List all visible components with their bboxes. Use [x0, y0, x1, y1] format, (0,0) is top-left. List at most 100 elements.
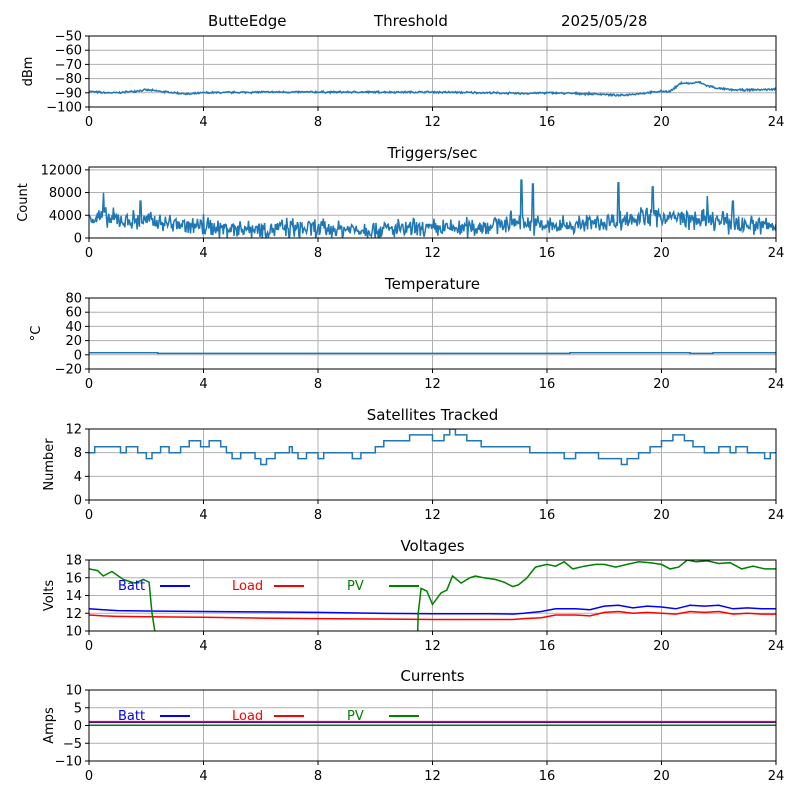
legend-label-pv: PV	[347, 579, 364, 594]
x-tick-label: 4	[199, 115, 207, 130]
series-line-1	[89, 179, 776, 238]
legend-label-load: Load	[232, 579, 263, 594]
header-mode: Threshold	[373, 12, 448, 30]
chart-panel-6: 0 4 8 12 16 20 24 −10 −5 0 5 10 Currents Amps Batt Load…	[42, 667, 784, 784]
x-tick-label: 0	[85, 115, 93, 130]
y-tick-label: 80	[65, 292, 82, 307]
x-tick-label: 16	[539, 377, 556, 392]
y-tick-label: 60	[65, 306, 82, 321]
y-tick-label: 40	[65, 320, 82, 335]
x-tick-label: 24	[768, 115, 785, 130]
chart-panel-2: 0 4 8 12 16 20 24 0 4000 8000 12000 Triggers/sec Cou…	[16, 144, 784, 261]
x-tick-label: 20	[653, 115, 670, 130]
header-station: ButteEdge	[208, 12, 287, 30]
y-tick-label: 18	[65, 554, 82, 569]
x-tick-label: 4	[199, 769, 207, 784]
y-tick-label: 12	[65, 423, 82, 438]
x-tick-label: 12	[424, 115, 441, 130]
series-group	[89, 429, 776, 466]
series-line-batt	[89, 604, 776, 615]
chart-title: Satellites Tracked	[367, 406, 498, 424]
x-tick-label: 4	[199, 377, 207, 392]
series-line-1	[89, 429, 776, 466]
chart-panel-4: 0 4 8 12 16 20 24 0 4 8 12 Satellites Tracked Number	[42, 406, 784, 523]
y-axis-label: dBm	[21, 57, 36, 87]
y-tick-label: 10	[65, 684, 82, 699]
y-tick-label: 12000	[41, 163, 82, 178]
x-tick-label: 8	[314, 508, 322, 523]
chart-title: Triggers/sec	[387, 144, 478, 162]
y-tick-label: 5	[74, 701, 82, 716]
series-line-load	[89, 610, 776, 621]
chart-panel-5: 0 4 8 12 16 20 24 10 12 14 16 18 Voltages Volts Batt Lo…	[42, 537, 785, 654]
x-tick-label: 24	[768, 769, 785, 784]
y-tick-label: 4	[74, 470, 82, 485]
legend-label-batt: Batt	[118, 709, 145, 724]
x-tick-label: 16	[539, 769, 556, 784]
x-tick-label: 0	[85, 377, 93, 392]
y-tick-label: 14	[65, 589, 82, 604]
x-tick-label: 16	[539, 115, 556, 130]
y-axis-label: Amps	[42, 707, 57, 744]
x-tick-label: 20	[653, 639, 670, 654]
y-tick-label: −10	[55, 755, 82, 770]
x-tick-label: 4	[199, 246, 207, 261]
x-tick-label: 0	[85, 246, 93, 261]
x-tick-label: 12	[424, 769, 441, 784]
series-group	[89, 560, 776, 631]
x-tick-label: 12	[424, 377, 441, 392]
x-tick-label: 20	[653, 769, 670, 784]
chart-panel-1: 0 4 8 12 16 20 24 −100−90−80−70−60−50 dBm	[21, 30, 784, 131]
y-tick-label: −20	[55, 363, 82, 378]
x-tick-label: 8	[314, 639, 322, 654]
x-tick-label: 24	[768, 508, 785, 523]
chart-title: Voltages	[400, 537, 464, 555]
legend-label-pv: PV	[347, 709, 364, 724]
y-tick-label: 10	[65, 625, 82, 640]
series-group	[89, 720, 776, 727]
y-tick-label: −5	[63, 737, 82, 752]
x-tick-label: 20	[653, 246, 670, 261]
y-tick-label: 8	[74, 446, 82, 461]
series-group	[89, 179, 776, 238]
x-tick-label: 20	[653, 508, 670, 523]
y-tick-label: 0	[74, 348, 82, 363]
x-tick-label: 0	[85, 508, 93, 523]
x-tick-label: 4	[199, 508, 207, 523]
x-tick-label: 16	[539, 246, 556, 261]
y-axis-label: °C	[29, 326, 44, 342]
x-tick-label: 4	[199, 639, 207, 654]
y-tick-label: 8000	[49, 186, 82, 201]
y-tick-label: −70	[55, 58, 82, 73]
x-tick-label: 0	[85, 639, 93, 654]
x-tick-label: 24	[768, 639, 785, 654]
y-tick-label: 20	[65, 334, 82, 349]
y-tick-label: 0	[74, 719, 82, 734]
y-axis-label: Count	[16, 183, 31, 222]
x-tick-label: 20	[653, 377, 670, 392]
series-line-pv	[89, 560, 776, 631]
series-line-1	[89, 80, 776, 98]
x-tick-label: 8	[314, 246, 322, 261]
y-tick-label: −90	[55, 86, 82, 101]
y-tick-label: 16	[65, 571, 82, 586]
x-tick-label: 8	[314, 377, 322, 392]
chart-title: Currents	[400, 667, 464, 685]
x-tick-label: 12	[424, 246, 441, 261]
x-tick-label: 16	[539, 508, 556, 523]
y-tick-label: 0	[74, 494, 82, 509]
x-tick-label: 12	[424, 508, 441, 523]
series-line-1	[89, 351, 776, 355]
y-tick-label: −80	[55, 72, 82, 87]
x-tick-label: 16	[539, 639, 556, 654]
x-tick-label: 12	[424, 639, 441, 654]
x-tick-label: 24	[768, 246, 785, 261]
series-group	[89, 80, 776, 98]
y-axis-label: Volts	[42, 580, 57, 612]
y-tick-label: −100	[46, 101, 82, 116]
y-tick-label: 4000	[49, 209, 82, 224]
x-tick-label: 24	[768, 377, 785, 392]
y-tick-label: 12	[65, 607, 82, 622]
